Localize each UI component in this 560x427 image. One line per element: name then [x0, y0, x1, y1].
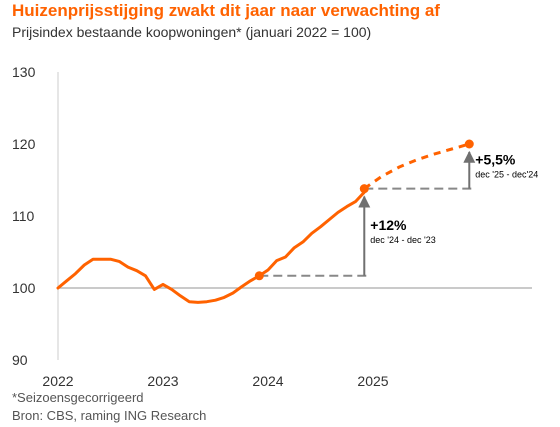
annotation-sublabel-1: dec '24 - dec '23 — [370, 235, 435, 245]
chart-title: Huizenprijsstijging zwakt dit jaar naar … — [12, 1, 440, 20]
source-note: Bron: CBS, raming ING Research — [12, 408, 207, 423]
chart-subtitle: Prijsindex bestaande koopwoningen* (janu… — [12, 24, 372, 40]
y-tick-label: 90 — [12, 352, 28, 368]
data-marker-2 — [359, 184, 369, 194]
data-marker-3 — [464, 139, 474, 149]
actual-series-line — [56, 190, 366, 304]
annotation-label-2: +5,5% — [475, 151, 516, 167]
y-tick-label: 110 — [12, 208, 35, 224]
data-marker-1 — [254, 271, 264, 281]
annotation-sublabel-2: dec '25 - dec'24 — [475, 169, 538, 179]
x-tick-label: 2022 — [42, 373, 73, 389]
y-tick-label: 120 — [12, 136, 36, 152]
y-tick-label: 100 — [12, 280, 36, 296]
x-tick-label: 2024 — [252, 373, 283, 389]
x-tick-label: 2023 — [147, 373, 178, 389]
y-tick-label: 130 — [12, 64, 36, 80]
forecast-series-line — [363, 142, 470, 190]
x-tick-label: 2025 — [357, 373, 388, 389]
footnote: *Seizoensgecorrigeerd — [12, 390, 144, 405]
annotation-label-1: +12% — [370, 217, 407, 233]
